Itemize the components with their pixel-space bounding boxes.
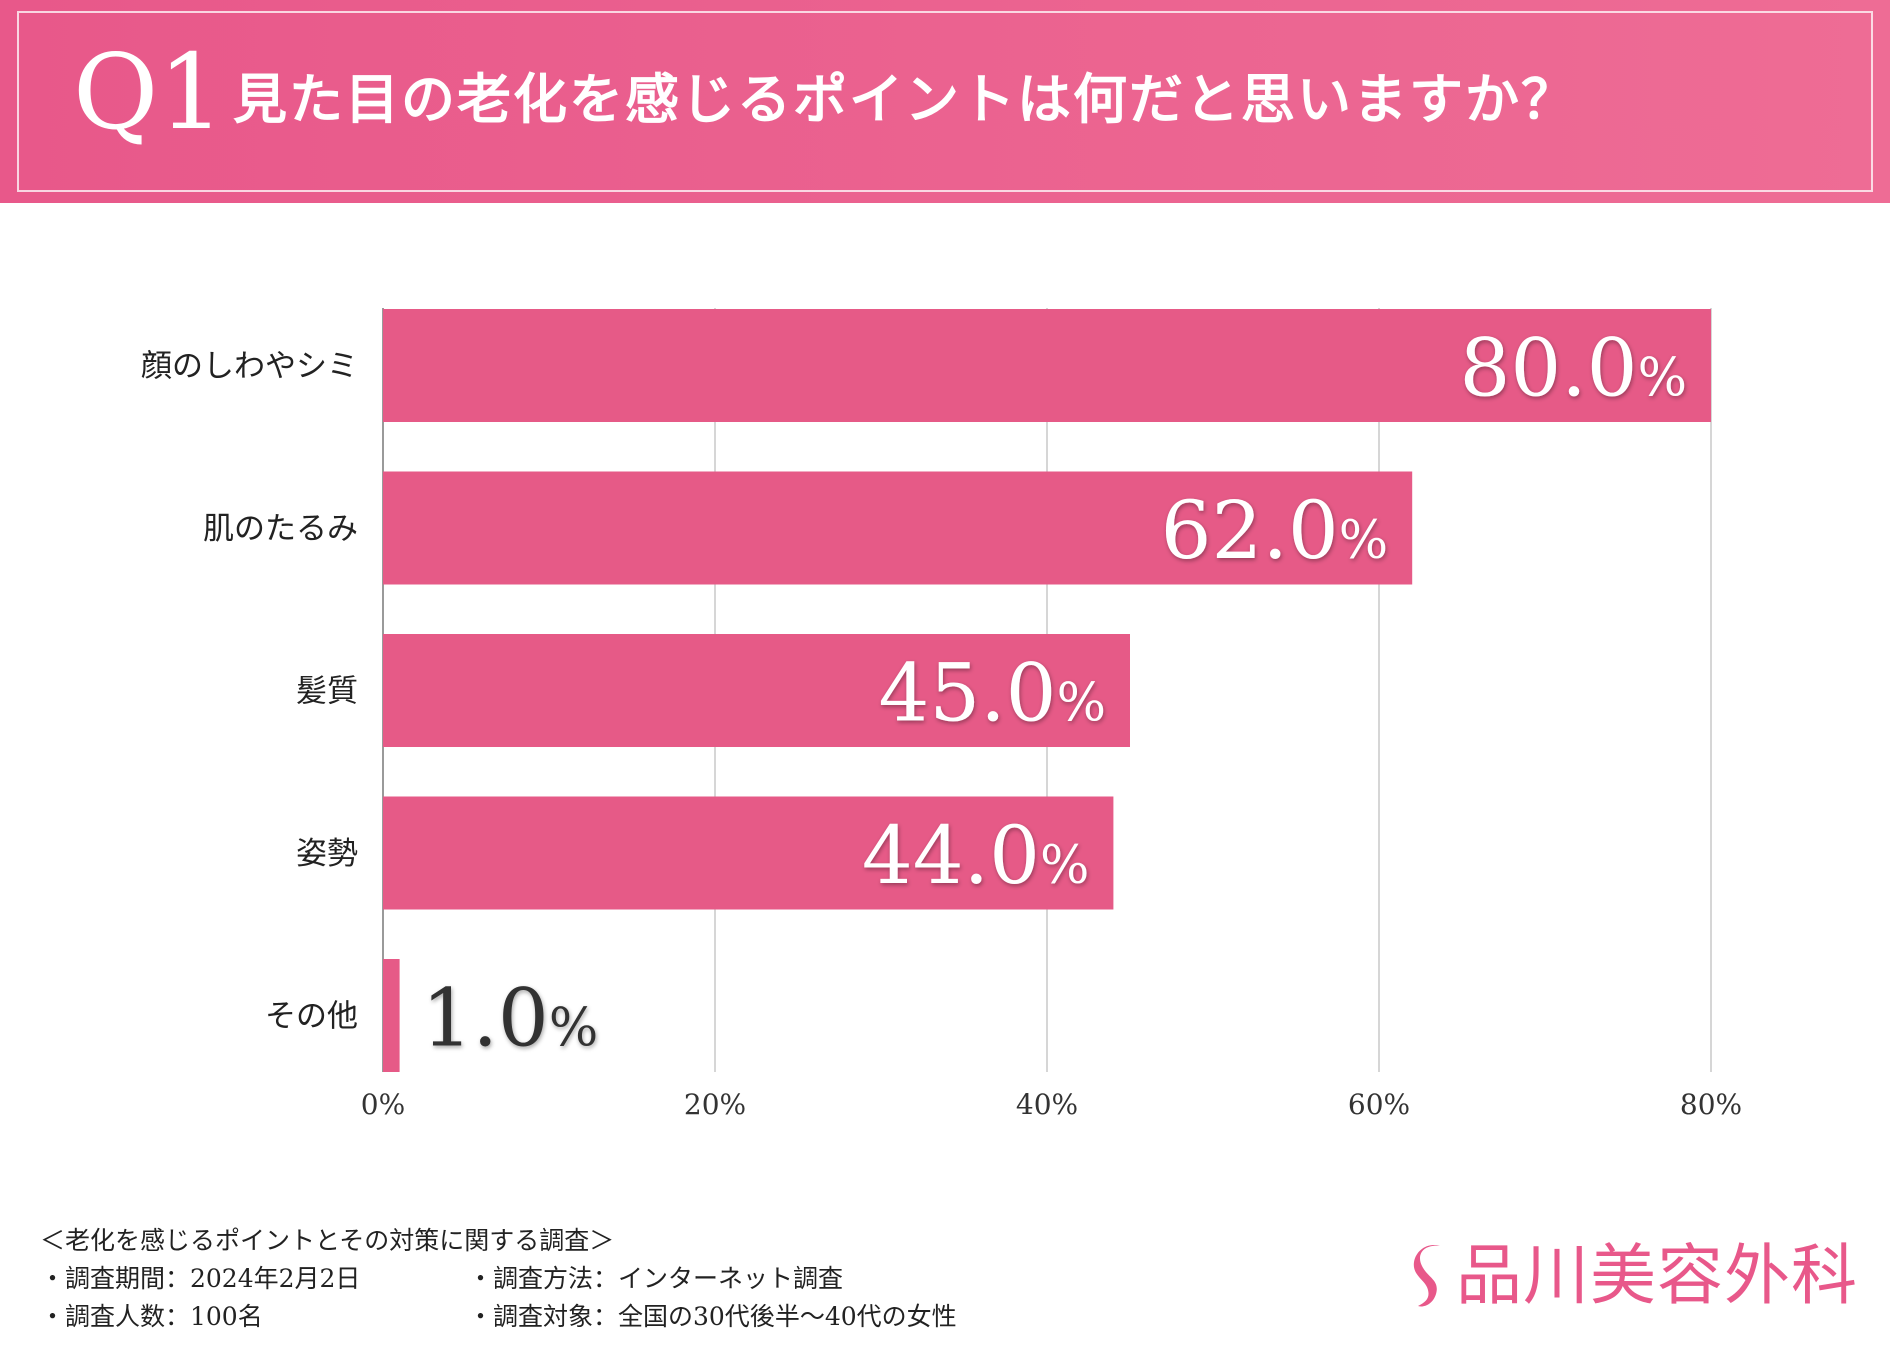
survey-respondents: ・調査人数：100名 (40, 1302, 263, 1331)
survey-target: ・調査対象：全国の30代後半～40代の女性 (468, 1302, 957, 1331)
brand-name: 品川美容外科 (1456, 1237, 1858, 1314)
header-banner: Q1 見た目の老化を感じるポイントは何だと思いますか？ (0, 0, 1890, 203)
data-label-suffix: % (549, 999, 598, 1059)
x-tick-label: 0% (361, 1088, 405, 1121)
brand-s-icon (1413, 1244, 1440, 1307)
bar-chart: 0% 20% 40% 60% 80% 顔のしわやシミ 80.0% 肌のたるみ 62.0% 髪質 45… (141, 308, 1742, 1121)
data-label-suffix: % (1339, 511, 1388, 571)
x-tick-label: 20% (684, 1088, 746, 1121)
category-label: その他 (265, 999, 358, 1035)
data-label-value: 80.0 (1459, 322, 1637, 415)
category-label: 姿勢 (296, 836, 358, 872)
category-label: 肌のたるみ (203, 511, 358, 547)
bar (383, 959, 400, 1072)
data-label: 62.0% (1161, 484, 1389, 577)
data-label-suffix: % (1040, 836, 1089, 896)
data-label: 45.0% (878, 647, 1106, 740)
data-label-suffix: % (1057, 674, 1106, 734)
bar (383, 796, 1114, 910)
data-label-value: 62.0 (1161, 484, 1339, 577)
category-label: 顔のしわやシミ (141, 349, 358, 385)
survey-title: ＜老化を感じるポイントとその対策に関する調査＞ (40, 1226, 615, 1255)
survey-period: ・調査期間：2024年2月2日 (40, 1264, 361, 1293)
bar (383, 471, 1413, 585)
x-tick-label: 80% (1680, 1088, 1742, 1121)
brand-logo: 品川美容外科 (1410, 1240, 1858, 1312)
question-number: Q1 (73, 31, 225, 153)
x-tick-label: 40% (1016, 1088, 1078, 1121)
data-label-value: 1.0 (422, 972, 549, 1065)
x-tick-label: 60% (1348, 1088, 1410, 1121)
question-title: 見た目の老化を感じるポイントは何だと思いますか？ (233, 67, 1577, 131)
survey-info: ＜老化を感じるポイントとその対策に関する調査＞ ・調査期間：2024年2月2日 … (40, 1222, 957, 1336)
bar (383, 309, 1711, 422)
data-label-value: 45.0 (878, 647, 1056, 740)
header-frame (17, 11, 1873, 192)
data-label: 80.0% (1459, 322, 1687, 415)
category-label: 髪質 (296, 674, 358, 710)
survey-method: ・調査方法：インターネット調査 (468, 1264, 844, 1293)
bar (383, 634, 1130, 747)
data-label: 1.0% (422, 972, 599, 1065)
data-label-suffix: % (1638, 349, 1687, 409)
data-label: 44.0% (862, 809, 1090, 902)
data-label-value: 44.0 (862, 809, 1040, 902)
